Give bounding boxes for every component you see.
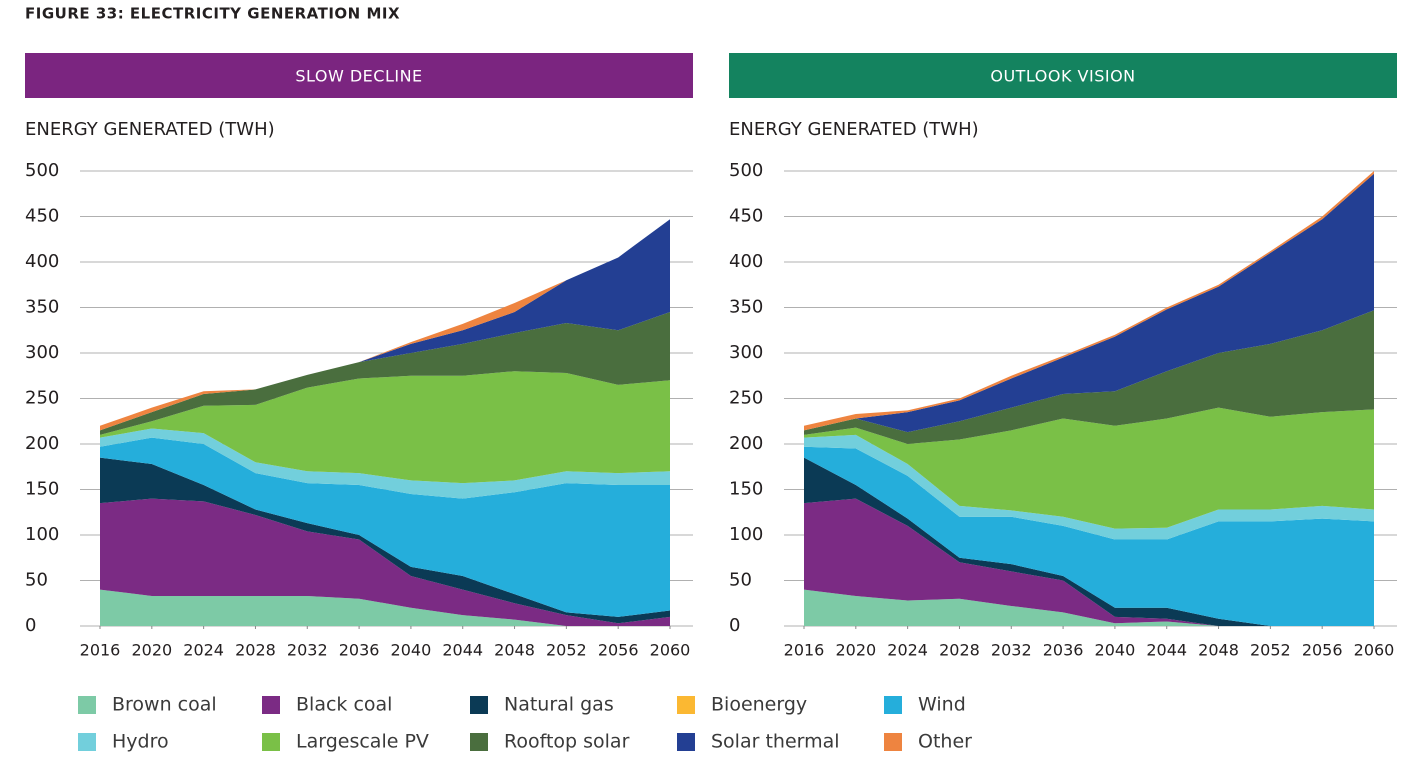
legend-swatch	[677, 733, 695, 751]
x-tick-label: 2040	[1095, 641, 1136, 660]
x-tick-label: 2060	[650, 641, 691, 660]
y-tick-label: 350	[25, 297, 59, 318]
area: Solar thermal	[804, 173, 1374, 433]
panel-header	[729, 53, 1397, 98]
area: Brown coal	[804, 589, 1374, 626]
y-tick-label: 450	[25, 206, 59, 227]
area: Brown coal	[100, 589, 670, 626]
y-tick-label: 500	[729, 160, 763, 181]
x-tick-label: 2024	[887, 641, 928, 660]
y-tick-label: 400	[25, 251, 59, 272]
area: Wind	[804, 446, 1374, 626]
panel-header	[25, 53, 693, 98]
legend-label: Rooftop solar	[504, 731, 630, 753]
y-tick-label: 50	[729, 570, 752, 591]
y-tick-label: 50	[25, 570, 48, 591]
x-tick-label: 2060	[1354, 641, 1395, 660]
y-tick-label: 400	[729, 251, 763, 272]
area: Hydro	[804, 434, 1374, 540]
legend-swatch	[677, 696, 695, 714]
area: Solar thermal	[100, 219, 670, 431]
y-tick-label: 250	[25, 388, 59, 409]
x-tick-label: 2036	[1043, 641, 1084, 660]
figure-title: FIGURE 33: ELECTRICITY GENERATION MIX	[25, 5, 400, 23]
x-tick-label: 2020	[131, 641, 172, 660]
x-tick-label: 2016	[784, 641, 825, 660]
legend-swatch	[78, 696, 96, 714]
legend-swatch	[470, 733, 488, 751]
x-tick-label: 2028	[939, 641, 980, 660]
legend-label: Wind	[918, 694, 966, 716]
x-tick-label: 2032	[287, 641, 328, 660]
area: Natural gas	[100, 457, 670, 624]
y-tick-label: 150	[729, 479, 763, 500]
area: Largescale PV	[100, 371, 670, 484]
legend-label: Bioenergy	[711, 694, 807, 716]
legend-label: Solar thermal	[711, 731, 840, 753]
y-tick-label: 250	[729, 388, 763, 409]
x-tick-label: 2044	[442, 641, 483, 660]
y-tick-label: 150	[25, 479, 59, 500]
y-tick-label: 0	[729, 615, 740, 636]
legend-swatch	[470, 696, 488, 714]
area: Other	[100, 219, 670, 431]
x-tick-label: 2052	[546, 641, 587, 660]
x-tick-label: 2052	[1250, 641, 1291, 660]
legend-swatch	[884, 733, 902, 751]
y-tick-label: 350	[729, 297, 763, 318]
x-tick-label: 2020	[835, 641, 876, 660]
legend-label: Other	[918, 731, 972, 753]
y-tick-label: 200	[729, 433, 763, 454]
y-axis-label: ENERGY GENERATED (TWH)	[729, 119, 979, 140]
legend-swatch	[262, 733, 280, 751]
panel-title: SLOW DECLINE	[295, 67, 422, 86]
area: Natural gas	[804, 457, 1374, 626]
y-tick-label: 0	[25, 615, 36, 636]
legend-label: Natural gas	[504, 694, 614, 716]
x-tick-label: 2024	[183, 641, 224, 660]
x-tick-label: 2044	[1146, 641, 1187, 660]
x-tick-label: 2040	[391, 641, 432, 660]
legend-label: Hydro	[112, 731, 169, 753]
area: Rooftop solar	[804, 310, 1374, 444]
x-tick-label: 2028	[235, 641, 276, 660]
legend-label: Largescale PV	[296, 731, 429, 753]
y-tick-label: 450	[729, 206, 763, 227]
area: Rooftop solar	[100, 312, 670, 435]
legend-swatch	[884, 696, 902, 714]
y-tick-label: 300	[25, 342, 59, 363]
area: Hydro	[100, 428, 670, 499]
x-tick-label: 2036	[339, 641, 380, 660]
x-tick-label: 2032	[991, 641, 1032, 660]
area: Wind	[100, 437, 670, 617]
legend-label: Black coal	[296, 694, 392, 716]
panel-title: OUTLOOK VISION	[990, 67, 1135, 86]
y-tick-label: 100	[729, 524, 763, 545]
area: Black coal	[804, 498, 1374, 626]
x-tick-label: 2048	[494, 641, 535, 660]
y-tick-label: 200	[25, 433, 59, 454]
x-tick-label: 2048	[1198, 641, 1239, 660]
area: Largescale PV	[804, 407, 1374, 529]
y-axis-label: ENERGY GENERATED (TWH)	[25, 119, 275, 140]
legend-label: Brown coal	[112, 694, 217, 716]
x-tick-label: 2056	[598, 641, 639, 660]
legend-swatch	[262, 696, 280, 714]
y-tick-label: 500	[25, 160, 59, 181]
area: Black coal	[100, 498, 670, 626]
legend-swatch	[78, 733, 96, 751]
x-tick-label: 2016	[80, 641, 121, 660]
y-tick-label: 100	[25, 524, 59, 545]
x-tick-label: 2056	[1302, 641, 1343, 660]
y-tick-label: 300	[729, 342, 763, 363]
